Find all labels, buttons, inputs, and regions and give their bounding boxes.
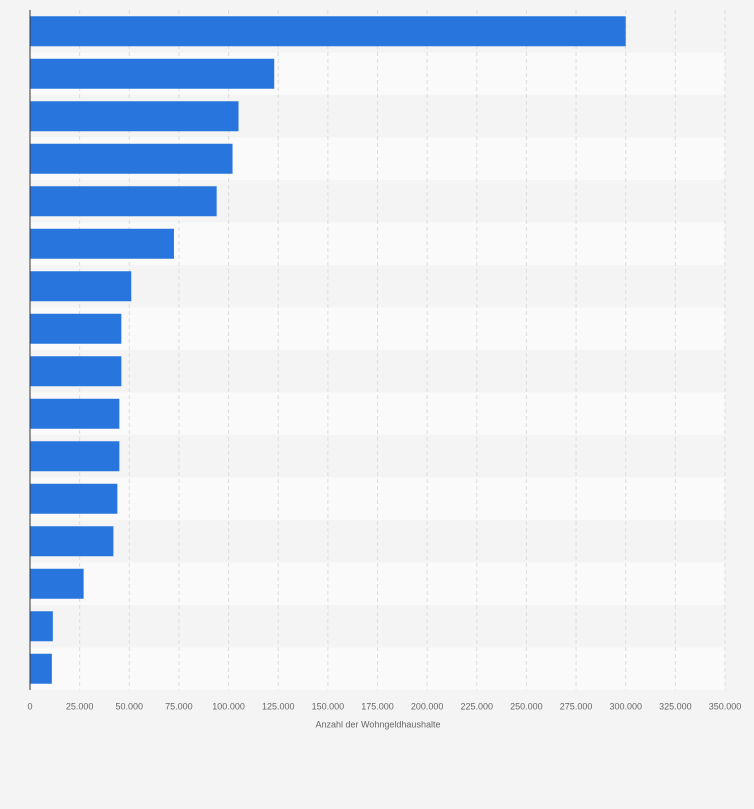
- bar: [30, 611, 53, 642]
- bar: [30, 526, 114, 557]
- x-tick-label: 175.000: [361, 701, 394, 711]
- bar: [30, 58, 275, 89]
- x-tick-label: 25.000: [66, 701, 94, 711]
- bar: [30, 101, 239, 132]
- x-axis-label: Anzahl der Wohngeldhaushalte: [316, 719, 441, 729]
- x-tick-label: 275.000: [560, 701, 593, 711]
- x-tick-label: 250.000: [510, 701, 543, 711]
- bar: [30, 143, 233, 174]
- row-band: [30, 477, 725, 520]
- x-tick-label: 50.000: [116, 701, 144, 711]
- x-tick-label: 350.000: [709, 701, 742, 711]
- bar: [30, 16, 626, 47]
- bar: [30, 271, 132, 302]
- bar: [30, 483, 118, 514]
- bar: [30, 186, 217, 217]
- x-tick-label: 150.000: [312, 701, 345, 711]
- bar: [30, 653, 52, 684]
- x-tick-label: 200.000: [411, 701, 444, 711]
- row-band: [30, 350, 725, 393]
- x-tick-label: 0: [27, 701, 32, 711]
- bar: [30, 313, 122, 344]
- bar: [30, 441, 120, 472]
- bar: [30, 356, 122, 387]
- x-tick-label: 325.000: [659, 701, 692, 711]
- row-band: [30, 392, 725, 435]
- x-tick-label: 300.000: [609, 701, 642, 711]
- x-tick-label: 75.000: [165, 701, 193, 711]
- bar: [30, 568, 84, 599]
- row-band: [30, 435, 725, 478]
- row-band: [30, 562, 725, 605]
- bar: [30, 398, 120, 429]
- bar: [30, 228, 174, 259]
- x-tick-label: 100.000: [212, 701, 245, 711]
- x-tick-label: 225.000: [461, 701, 494, 711]
- row-band: [30, 520, 725, 563]
- x-tick-label: 125.000: [262, 701, 295, 711]
